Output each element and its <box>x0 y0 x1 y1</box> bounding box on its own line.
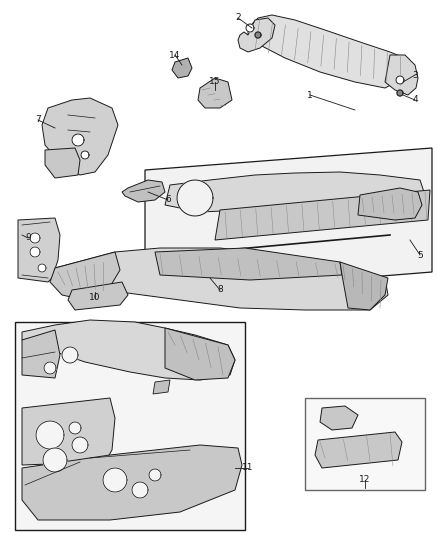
Bar <box>304 398 424 490</box>
Text: 2: 2 <box>235 13 240 22</box>
Text: 7: 7 <box>35 116 41 125</box>
Text: 3: 3 <box>411 70 417 79</box>
Text: 14: 14 <box>169 51 180 60</box>
Polygon shape <box>68 282 128 310</box>
Text: 10: 10 <box>89 294 100 303</box>
Polygon shape <box>103 468 127 492</box>
Polygon shape <box>314 432 401 468</box>
Text: 11: 11 <box>242 464 253 472</box>
Polygon shape <box>69 422 81 434</box>
Polygon shape <box>198 78 231 108</box>
Polygon shape <box>45 148 80 178</box>
Text: 1: 1 <box>307 91 312 100</box>
Polygon shape <box>50 252 120 300</box>
Polygon shape <box>177 180 212 216</box>
Polygon shape <box>30 233 40 243</box>
Polygon shape <box>30 247 40 257</box>
Text: 12: 12 <box>358 475 370 484</box>
Text: 5: 5 <box>416 251 422 260</box>
Polygon shape <box>396 90 402 96</box>
Text: 6: 6 <box>165 196 170 205</box>
Polygon shape <box>36 421 64 449</box>
Polygon shape <box>339 262 387 310</box>
Polygon shape <box>153 380 170 394</box>
Polygon shape <box>172 58 191 78</box>
Polygon shape <box>50 248 387 310</box>
Text: 15: 15 <box>209 77 220 86</box>
Polygon shape <box>247 15 409 88</box>
Polygon shape <box>165 328 234 380</box>
Polygon shape <box>43 448 67 472</box>
Polygon shape <box>357 188 421 220</box>
Polygon shape <box>42 98 118 175</box>
Polygon shape <box>254 32 261 38</box>
Polygon shape <box>22 398 115 465</box>
Polygon shape <box>319 406 357 430</box>
Text: 9: 9 <box>25 233 31 243</box>
Polygon shape <box>395 76 403 84</box>
Polygon shape <box>22 330 60 378</box>
Polygon shape <box>132 482 148 498</box>
Polygon shape <box>384 55 417 95</box>
Polygon shape <box>122 180 165 202</box>
Polygon shape <box>237 18 274 52</box>
Polygon shape <box>245 24 254 32</box>
Polygon shape <box>148 469 161 481</box>
Polygon shape <box>15 322 244 530</box>
Polygon shape <box>72 437 88 453</box>
Polygon shape <box>145 148 431 295</box>
Polygon shape <box>18 218 60 282</box>
Polygon shape <box>38 264 46 272</box>
Polygon shape <box>81 151 89 159</box>
Polygon shape <box>22 445 241 520</box>
Polygon shape <box>155 248 341 280</box>
Text: 4: 4 <box>411 95 417 104</box>
Polygon shape <box>215 190 429 240</box>
Text: 8: 8 <box>217 286 223 295</box>
Polygon shape <box>165 172 424 215</box>
Polygon shape <box>22 320 234 380</box>
Polygon shape <box>62 347 78 363</box>
Polygon shape <box>44 362 56 374</box>
Polygon shape <box>72 134 84 146</box>
